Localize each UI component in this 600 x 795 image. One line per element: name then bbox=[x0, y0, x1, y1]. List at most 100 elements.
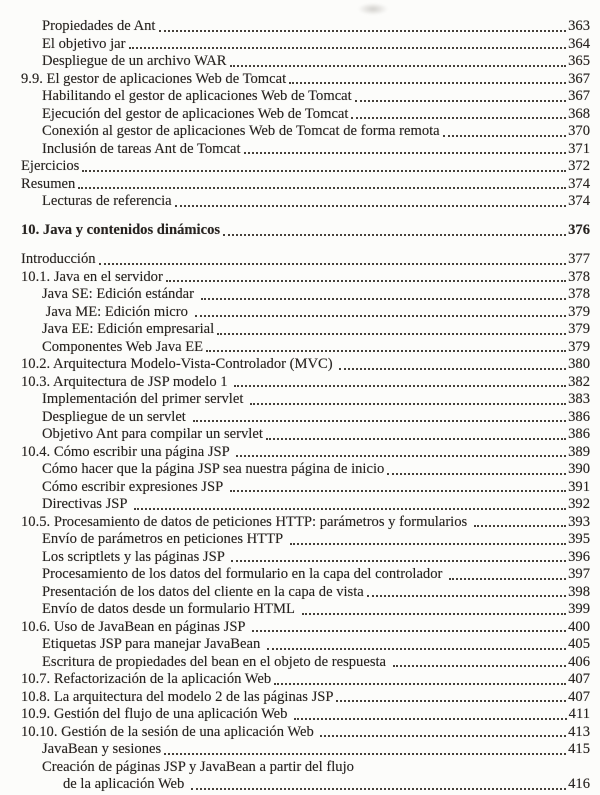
dot-leader bbox=[206, 350, 567, 352]
toc-entry-page-number: 379 bbox=[568, 303, 590, 320]
dot-leader bbox=[265, 437, 567, 440]
dot-leader bbox=[243, 152, 567, 154]
toc-entry-page-number: 413 bbox=[568, 723, 590, 740]
toc-entry-page-number: 363 bbox=[568, 18, 590, 34]
toc-entry: Conexión al gestor de aplicaciones Web d… bbox=[21, 122, 590, 140]
toc-entry: 10.4. Cómo escribir una página JSP 389 bbox=[21, 443, 590, 461]
toc-entry: Despliegue de un servlet 386 bbox=[21, 408, 590, 426]
toc-entry-page-number: 367 bbox=[568, 70, 590, 87]
dot-leader bbox=[217, 332, 567, 335]
toc-entry-label: 10.4. Cómo escribir una página JSP bbox=[21, 443, 234, 460]
toc-entry-label: Ejecución del gestor de aplicaciones Web… bbox=[42, 105, 349, 122]
dot-leader bbox=[78, 187, 567, 189]
dot-leader bbox=[351, 117, 567, 119]
dot-leader bbox=[236, 455, 567, 457]
dot-leader bbox=[392, 665, 567, 667]
dot-leader bbox=[174, 204, 567, 207]
toc-entry: Resumen 374 bbox=[21, 175, 590, 193]
toc-chapter-entry: 10. Java y contenidos dinámicos 376 bbox=[21, 221, 590, 239]
toc-entry: Cómo hacer que la página JSP sea nuestra… bbox=[21, 460, 590, 478]
toc-entry-page-number: 371 bbox=[568, 140, 590, 157]
dot-leader bbox=[190, 787, 567, 790]
scan-smudge-artifact bbox=[358, 3, 388, 15]
toc-entry-page-number: 393 bbox=[568, 513, 590, 530]
toc-entry: Etiquetas JSP para manejar JavaBean 405 bbox=[21, 635, 590, 653]
dot-leader bbox=[194, 315, 567, 317]
toc-entry: Ejercicios 372 bbox=[21, 157, 590, 175]
toc-entry-page-number: 370 bbox=[568, 123, 590, 139]
toc-entry-label: Creación de páginas JSP y JavaBean a par… bbox=[42, 758, 354, 775]
toc-entry: Procesamiento de los datos del formulari… bbox=[21, 565, 590, 583]
toc-entry-label: 10.3. Arquitectura de JSP modelo 1 bbox=[21, 373, 232, 390]
toc-entry: Inclusión de tareas Ant de Tomcat 371 bbox=[21, 140, 590, 158]
toc-entry: 10.8. La arquitectura del modelo 2 de la… bbox=[21, 688, 590, 706]
dot-leader bbox=[449, 577, 567, 580]
toc-entry-label: Los scriptlets y las páginas JSP bbox=[42, 548, 229, 565]
toc-entry-page-number: 407 bbox=[568, 688, 590, 705]
toc-entry: Ejecución del gestor de aplicaciones Web… bbox=[21, 105, 590, 123]
toc-entry-label: Envío de parámetros en peticiones HTTP bbox=[42, 531, 287, 547]
toc-entry-page-number: 411 bbox=[568, 706, 590, 722]
toc-entry-page-number: 379 bbox=[568, 338, 590, 355]
dot-leader bbox=[128, 47, 567, 49]
toc-entry-page-number: 382 bbox=[568, 373, 590, 390]
toc-entry-page-number: 391 bbox=[568, 478, 590, 495]
toc-entry-label: JavaBean y sesiones bbox=[42, 741, 162, 757]
toc-entry-label: Procesamiento de los datos del formulari… bbox=[42, 566, 447, 582]
toc-entry: Propiedades de Ant 363 bbox=[21, 17, 590, 35]
toc-section-gap bbox=[21, 210, 590, 222]
toc-entry-page-number: 392 bbox=[568, 496, 590, 512]
toc-entry: Java EE: Edición empresarial 379 bbox=[21, 320, 590, 338]
toc-entry-label: Java SE: Edición estándar bbox=[42, 286, 198, 302]
toc-entry: 10.6. Uso de JavaBean en páginas JSP 400 bbox=[21, 618, 590, 636]
toc-entry-page-number: 386 bbox=[568, 426, 590, 442]
toc-entry-label: 9.9. El gestor de aplicaciones Web de To… bbox=[21, 70, 287, 87]
toc-entry-label: Etiquetas JSP para manejar JavaBean bbox=[42, 636, 264, 652]
toc-entry: Cómo escribir expresiones JSP 391 bbox=[21, 478, 590, 496]
toc-entry-page-number: 364 bbox=[568, 35, 590, 52]
toc-entry: Lecturas de referencia 374 bbox=[21, 192, 590, 210]
dot-leader bbox=[289, 82, 567, 84]
toc-entry-label: Conexión al gestor de aplicaciones Web d… bbox=[42, 123, 440, 139]
toc-entry-label: Propiedades de Ant bbox=[42, 18, 156, 34]
toc-entry-page-number: 367 bbox=[568, 88, 590, 104]
toc-entry: Creación de páginas JSP y JavaBean a par… bbox=[21, 758, 590, 776]
toc-list: Propiedades de Ant 363 El objetivo jar 364 D… bbox=[21, 17, 590, 793]
toc-entry-label: Escritura de propiedades del bean en el … bbox=[42, 653, 390, 670]
dot-leader bbox=[266, 647, 567, 650]
toc-entry-label: Presentación de los datos del cliente en… bbox=[42, 583, 364, 600]
toc-entry: El objetivo jar 364 bbox=[21, 35, 590, 53]
toc-entry-label: Envío de datos desde un formulario HTML bbox=[42, 601, 299, 617]
toc-entry: Escritura de propiedades del bean en el … bbox=[21, 653, 590, 671]
toc-entry-page-number: 407 bbox=[568, 671, 590, 687]
toc-entry-label: Habilitando el gestor de aplicaciones We… bbox=[42, 88, 352, 104]
dot-leader bbox=[320, 735, 567, 737]
dot-leader bbox=[165, 280, 567, 282]
toc-entry-label: Directivas JSP bbox=[42, 496, 132, 512]
toc-entry: JavaBean y sesiones 415 bbox=[21, 740, 590, 758]
toc-entry-label: 10.9. Gestión del flujo de una aplicació… bbox=[21, 706, 292, 722]
toc-entry-page-number: 399 bbox=[568, 601, 590, 617]
dot-leader bbox=[164, 752, 567, 755]
dot-leader bbox=[339, 367, 567, 370]
toc-entry-page-number: 374 bbox=[568, 193, 590, 209]
toc-entry-label: El objetivo jar bbox=[42, 35, 126, 52]
toc-entry-label: 10.7. Refactorización de la aplicación W… bbox=[21, 671, 272, 687]
toc-entry-label: 10.8. La arquitectura del modelo 2 de la… bbox=[21, 688, 334, 705]
dot-leader bbox=[289, 542, 567, 545]
dot-leader bbox=[134, 507, 567, 510]
toc-entry-label: de la aplicación Web bbox=[63, 776, 188, 792]
toc-entry: Los scriptlets y las páginas JSP 396 bbox=[21, 548, 590, 566]
toc-entry: 10.10. Gestión de la sesión de una aplic… bbox=[21, 723, 590, 741]
toc-entry-label: Lecturas de referencia bbox=[42, 193, 172, 209]
toc-entry-page-number: 416 bbox=[568, 776, 590, 792]
dot-leader bbox=[366, 595, 567, 597]
dot-leader bbox=[234, 385, 567, 387]
dot-leader bbox=[82, 169, 567, 172]
dot-leader bbox=[294, 717, 567, 720]
toc-entry-label: Java ME: Edición micro bbox=[42, 303, 192, 320]
dot-leader bbox=[223, 233, 567, 236]
toc-entry: Objetivo Ant para compilar un servlet 386 bbox=[21, 425, 590, 443]
toc-entry-page-number: 378 bbox=[568, 268, 590, 285]
toc-entry-page-number: 368 bbox=[568, 105, 590, 122]
